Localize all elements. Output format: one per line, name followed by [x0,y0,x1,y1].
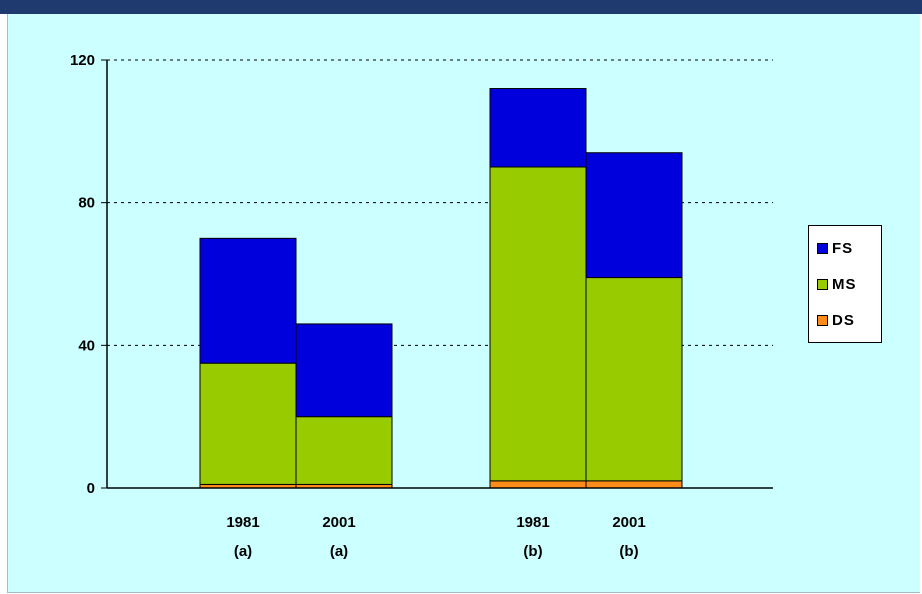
legend-swatch-ms [817,278,828,290]
x-category-group: (a) [234,543,252,560]
bar-segment-ds [585,480,683,489]
x-category-group: (a) [330,543,348,560]
bar-segment-fs [295,323,393,418]
x-category-year: 1981 [226,514,259,531]
legend-swatch-fs [817,242,828,254]
bar-segment-ms [199,362,297,485]
bar-segment-fs [489,88,587,168]
legend-label-ms: MS [832,275,857,293]
bar-segment-ds [489,480,587,489]
y-tick-label: 0 [87,480,95,497]
x-category-year: 2001 [612,514,645,531]
legend-swatch-ds [817,314,828,326]
x-category-group: (b) [619,543,638,560]
title-bar [0,0,922,14]
chart-panel [7,14,920,593]
legend: FS MS DS [808,225,882,343]
y-tick-label: 80 [78,195,95,212]
y-tick-label: 120 [70,52,95,69]
bar-segment-fs [199,237,297,364]
legend-item-ms: MS [817,274,857,294]
legend-label-ds: DS [832,311,855,329]
x-category-group: (b) [523,543,542,560]
x-category-year: 1981 [516,514,549,531]
bar-segment-fs [585,152,683,279]
bar-segment-ms [585,277,683,482]
legend-item-ds: DS [817,310,855,330]
legend-item-fs: FS [817,238,853,258]
bar-segment-ms [489,166,587,482]
x-category-year: 2001 [322,514,355,531]
legend-label-fs: FS [832,239,854,257]
y-tick-label: 40 [78,337,95,354]
bar-segment-ms [295,416,393,485]
